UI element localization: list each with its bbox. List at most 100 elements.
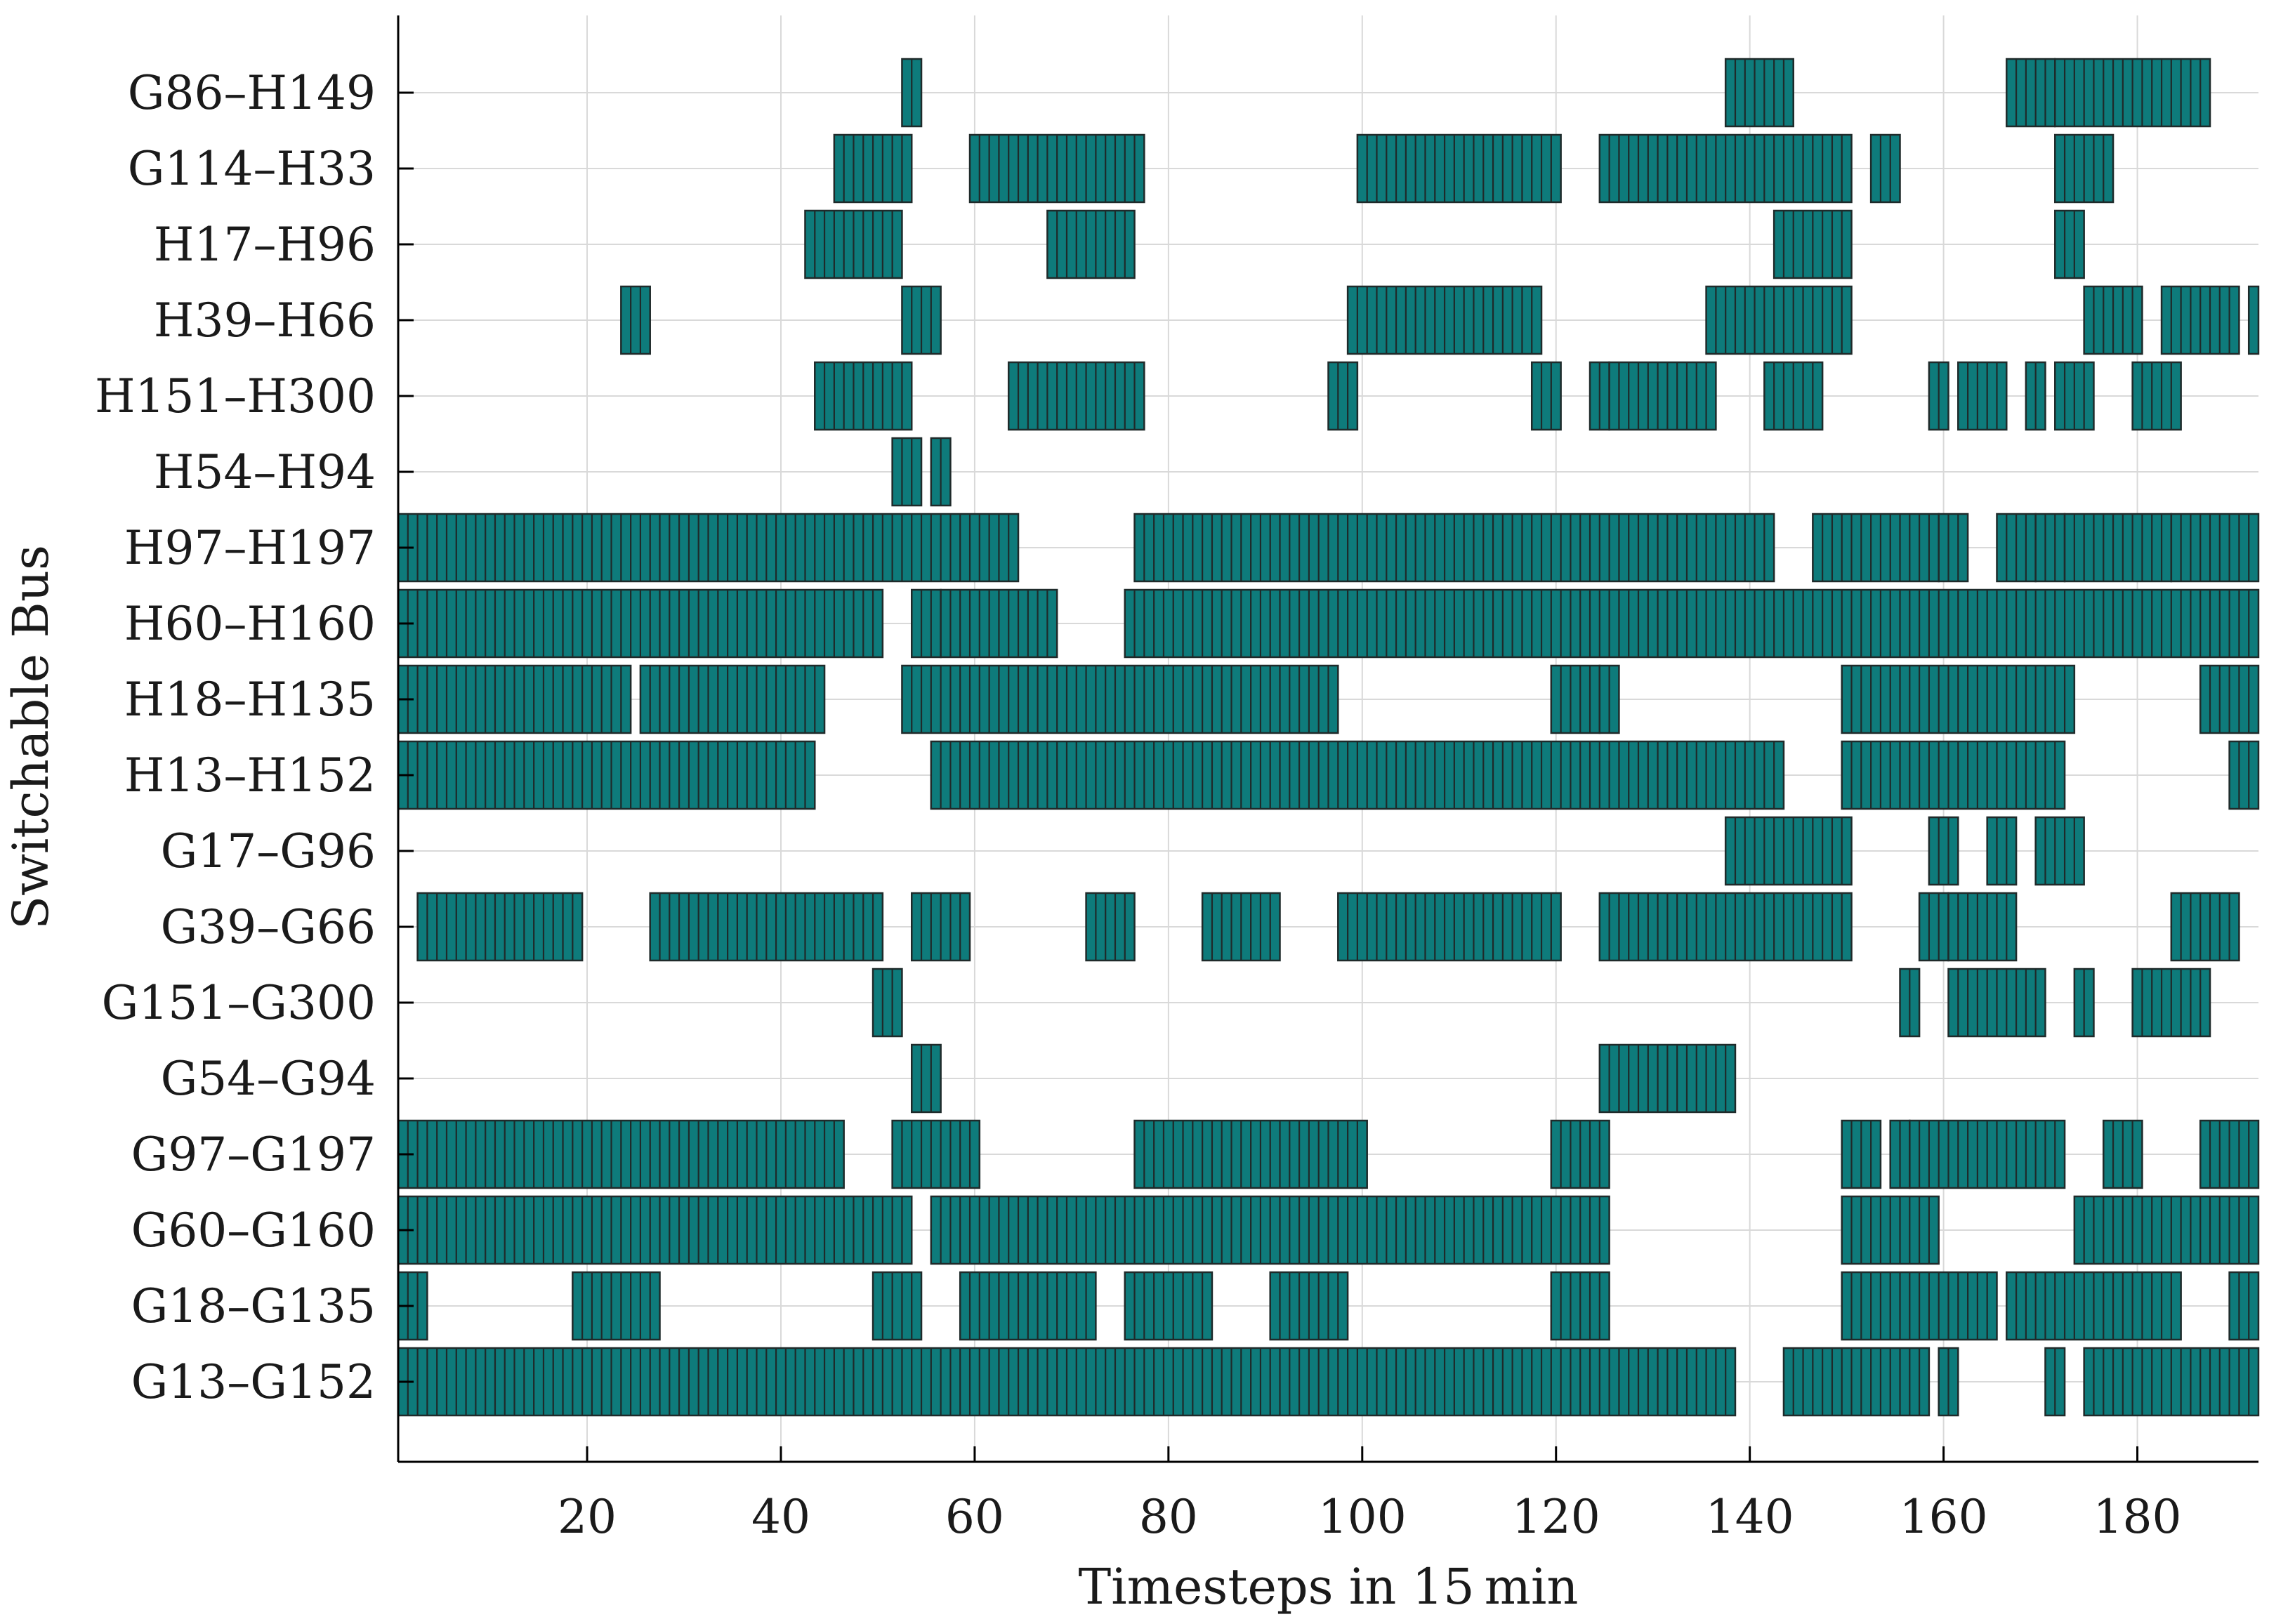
bar-cell-dividers (968, 1272, 1087, 1340)
y-tick-label: H13–H152 (124, 748, 376, 803)
bar-segment (2006, 58, 2056, 128)
bar-fill (1986, 816, 2018, 886)
bar-segment (2103, 1119, 2143, 1189)
bar-cell-dividers (911, 286, 932, 354)
bar-cell-dividers (630, 286, 642, 354)
bar-segment (901, 664, 1339, 734)
x-tick-label: 140 (1706, 1490, 1794, 1544)
bar-fill (639, 664, 826, 734)
bar-segment (2228, 1271, 2260, 1341)
bar-cell-dividers (881, 1272, 913, 1340)
bar-segment (1356, 133, 1562, 204)
bar-segment (397, 513, 1020, 583)
bar-cell-dividers (581, 1272, 651, 1340)
x-tick-label: 60 (945, 1490, 1004, 1544)
bar-cell-dividers (1279, 1272, 1339, 1340)
x-tick-label: 20 (558, 1490, 617, 1544)
bar-segment (1899, 968, 1921, 1038)
bar-segment (959, 1271, 1097, 1341)
bar-cell-dividers (2073, 514, 2163, 581)
bar-cell-dividers (1850, 741, 2056, 809)
bar-fill (2170, 892, 2240, 962)
bar-cell-dividers (2063, 362, 2085, 430)
bar-cell-dividers (1540, 362, 1552, 430)
bar-cell-dividers (2093, 1348, 2250, 1415)
bar-fill (1705, 285, 1853, 355)
bar-fill (1947, 892, 2018, 962)
bar-segment (2063, 513, 2173, 583)
bar-segment (1938, 1347, 1959, 1417)
bar-row (397, 1347, 2260, 1417)
bar-segment (2160, 285, 2240, 355)
bar-segment (1889, 1119, 1911, 1189)
bar-segment (1841, 740, 2066, 810)
bar-cell-dividers (1957, 969, 2037, 1036)
bar-fill (1869, 133, 1901, 204)
bar-cell-dividers (1056, 211, 1126, 278)
bar-segment (397, 1195, 913, 1265)
bar-cell-dividers (1366, 135, 1552, 202)
y-tick-label: G97–G197 (131, 1128, 376, 1182)
bar-segment (910, 588, 942, 659)
bar-cell-dividers (1822, 514, 1931, 581)
bar-cell-dividers (2015, 1272, 2172, 1340)
bar-segment (1928, 816, 1959, 886)
x-tick-label: 180 (2093, 1490, 2182, 1544)
bar-segment (930, 740, 1785, 810)
bar-row (397, 740, 2260, 810)
y-tick-label: H17–H96 (154, 218, 376, 272)
y-tick-label: G60–G160 (131, 1203, 376, 1257)
bar-segment (1124, 588, 2260, 659)
bar-fill (1085, 892, 1136, 962)
bar-segment (2247, 285, 2260, 355)
bar-fill (2228, 1271, 2260, 1341)
bar-cell-dividers (901, 1121, 971, 1188)
bar-segment (2199, 664, 2260, 734)
x-axis-title: Timesteps in 15 min (1079, 1558, 1579, 1616)
bar-cell-dividers (823, 362, 903, 430)
bar-fill (1530, 361, 1562, 431)
bar-segment (1327, 361, 1359, 431)
bar-segment (968, 133, 1145, 204)
bar-cell-dividers (649, 666, 816, 733)
bar-fill (1356, 133, 1562, 204)
bar-segment (397, 1119, 845, 1189)
bar-fill (572, 1271, 661, 1341)
bar-segment (1530, 361, 1562, 431)
bar-cell-dividers (2063, 211, 2075, 278)
bar-fill (1724, 816, 1853, 886)
y-tick-label: H18–H135 (124, 673, 376, 727)
bar-segment (2044, 1347, 2066, 1417)
bar-segment (397, 664, 632, 734)
bar-cell-dividers (1017, 362, 1136, 430)
bar-fill (1550, 664, 1601, 734)
bar-fill (2034, 816, 2085, 886)
y-tick-label: G86–H149 (128, 66, 376, 120)
bar-segment (1124, 1271, 1214, 1341)
bar-segment (1986, 816, 2018, 886)
bar-segment (1550, 1119, 1610, 1189)
bar-segment (2006, 1271, 2182, 1341)
bar-segment (2131, 361, 2182, 431)
bar-row (397, 1195, 2260, 1265)
bar-cell-dividers (1356, 286, 1533, 354)
y-tick-label: H97–H197 (124, 521, 376, 575)
bar-segment (639, 664, 826, 734)
bar-cell-dividers (1782, 211, 1843, 278)
bar-fill (1782, 1347, 1931, 1417)
bar-cell-dividers (1792, 1348, 1921, 1415)
bar-cell-dividers (2180, 893, 2230, 960)
bar-row (397, 664, 2260, 734)
bar-cell-dividers (1143, 514, 1765, 581)
bar-cell-dividers (2170, 286, 2230, 354)
x-tick-label: 120 (1512, 1490, 1600, 1544)
bar-fill (1046, 209, 1136, 279)
bar-cell-dividers (2044, 514, 2056, 581)
bar-cell-dividers (1560, 666, 1591, 733)
bar-fill (2170, 513, 2260, 583)
bar-segment (1337, 892, 1562, 962)
bar-cell-dividers (1734, 59, 1785, 126)
bar-cell-dividers (1938, 817, 1949, 885)
bar-cell-dividers (1996, 817, 2008, 885)
bar-segment (397, 1347, 1737, 1417)
